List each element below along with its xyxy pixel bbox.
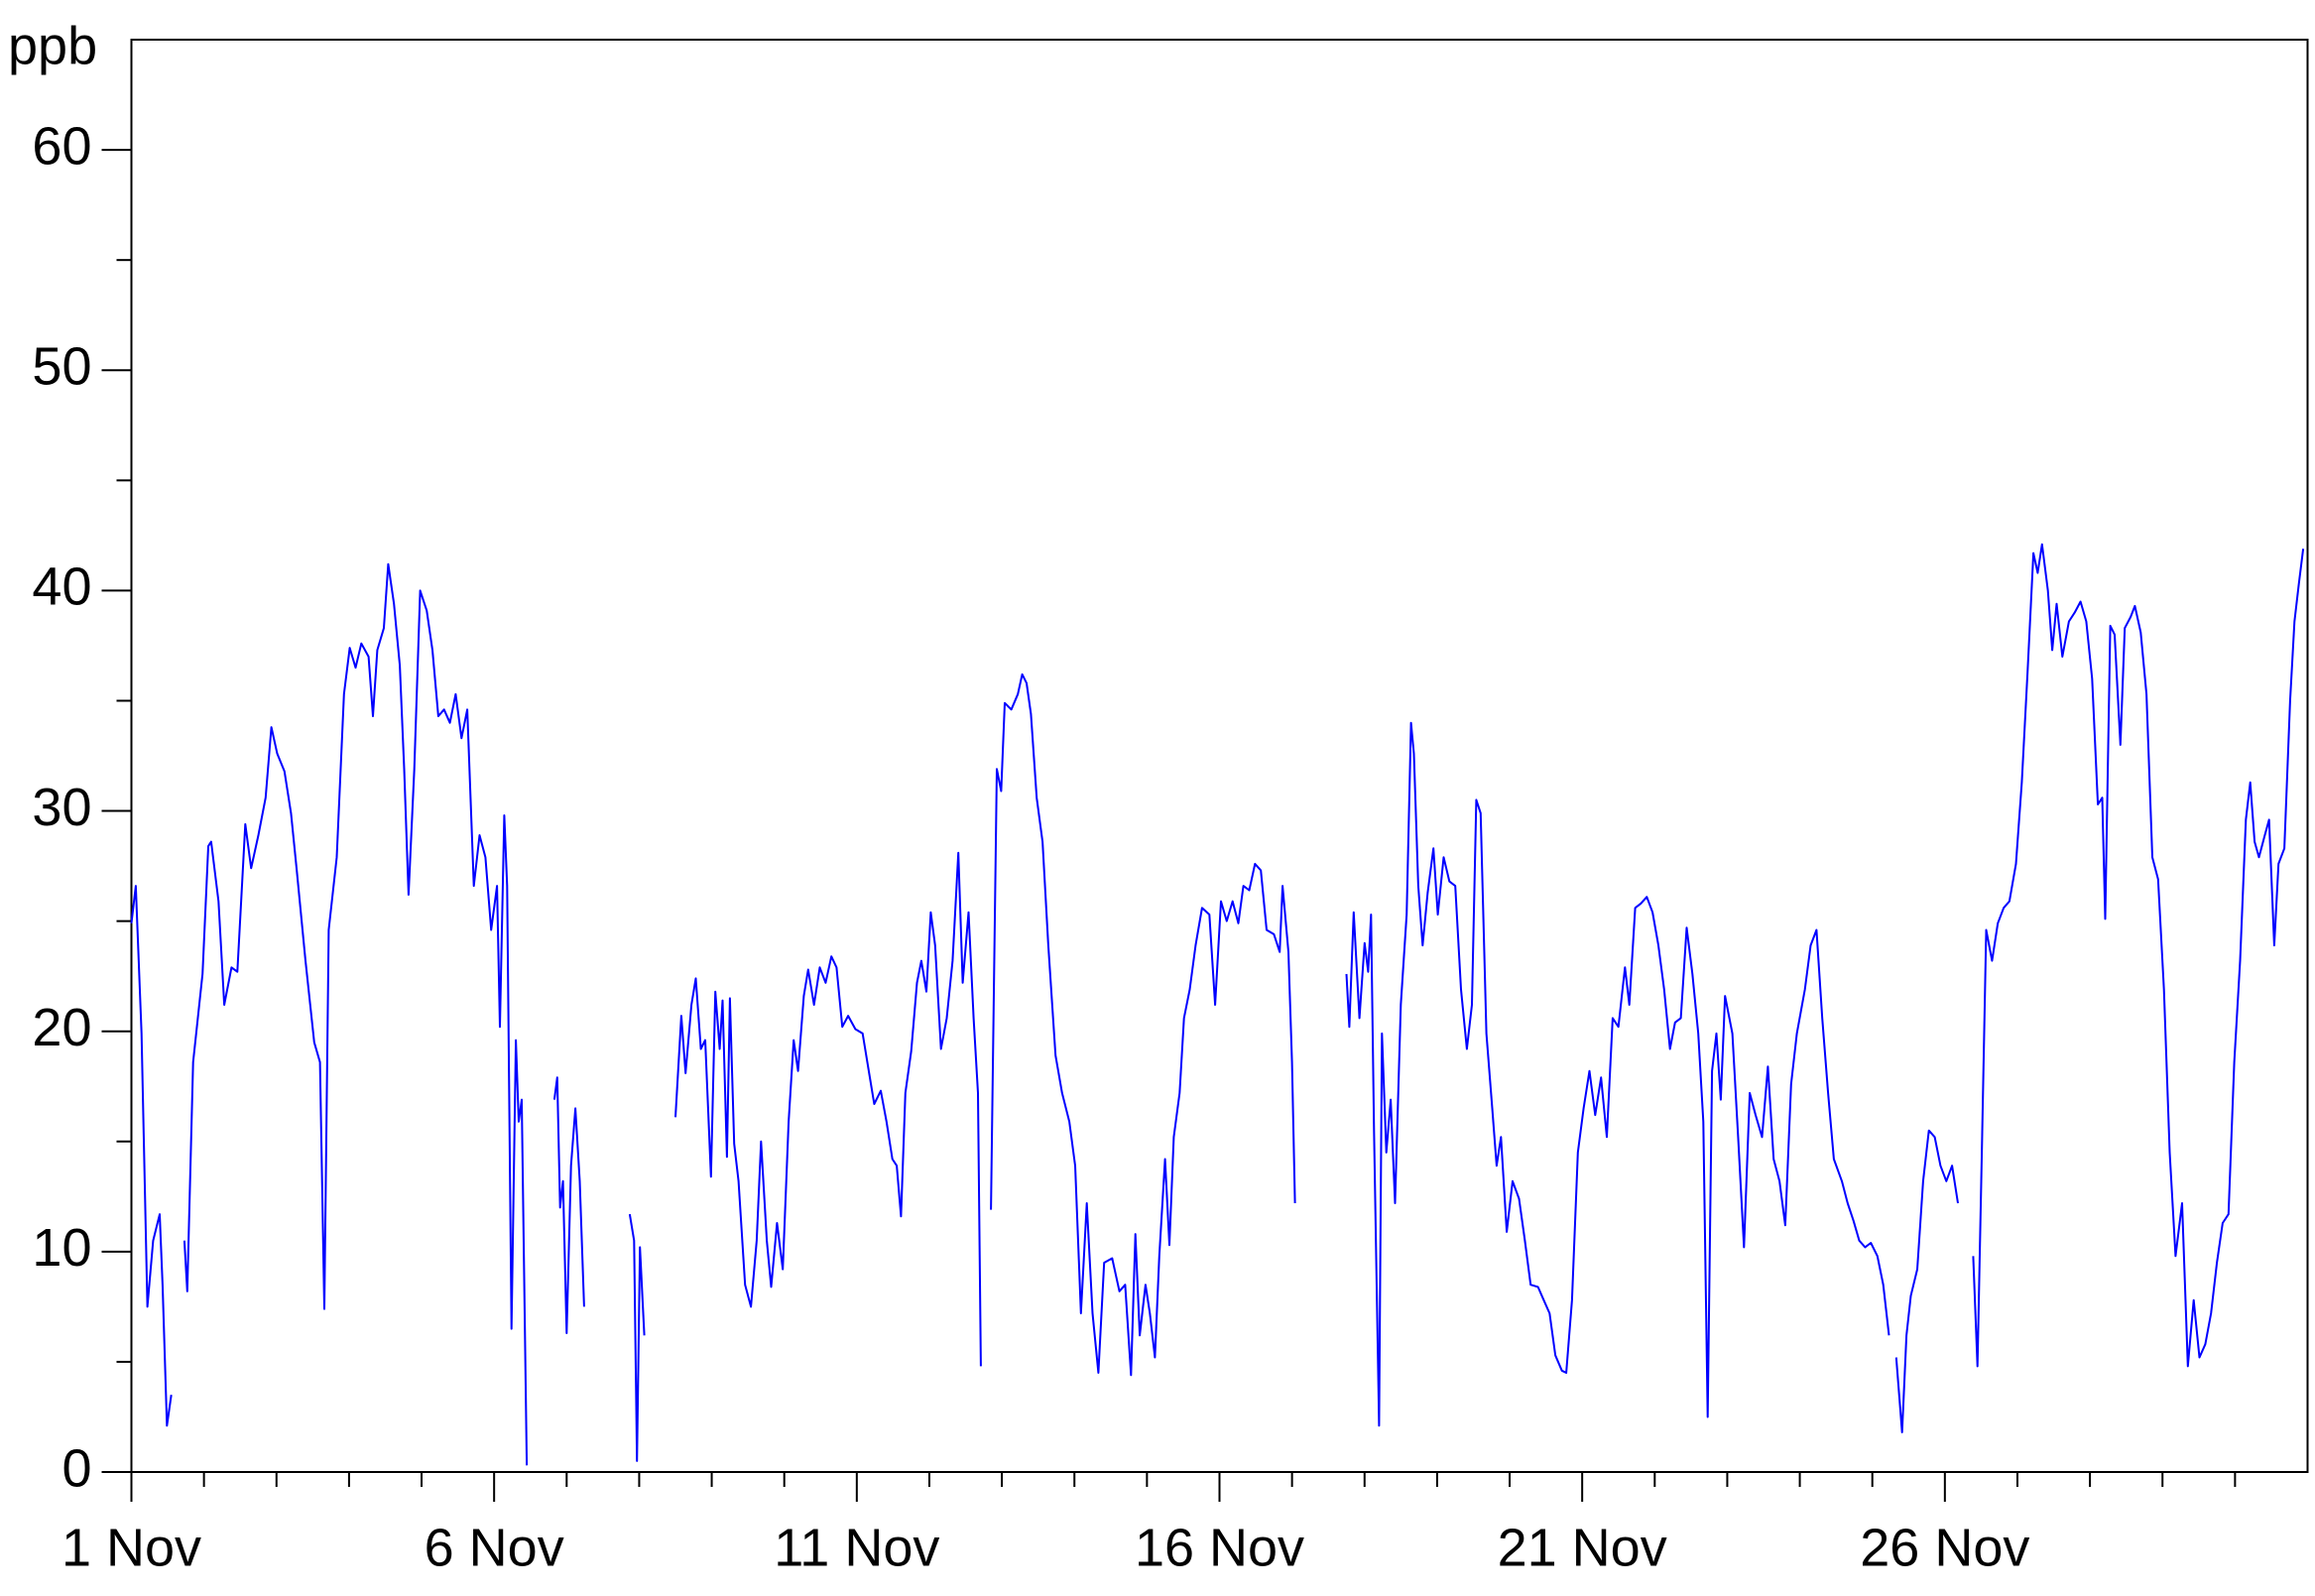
y-tick-label: 50 (32, 336, 91, 396)
y-tick-label: 60 (32, 116, 91, 176)
y-tick-label: 20 (32, 998, 91, 1057)
x-tick-label: 1 Nov (61, 1518, 201, 1577)
x-tick-label: 16 Nov (1135, 1518, 1304, 1577)
data-line (130, 543, 2305, 1466)
y-tick-label: 40 (32, 557, 91, 617)
y-tick-label: 0 (61, 1438, 91, 1498)
x-tick-label: 26 Nov (1860, 1518, 2029, 1577)
x-tick-label: 11 Nov (774, 1518, 939, 1577)
plot-frame (130, 39, 2309, 1473)
x-tick-label: 21 Nov (1498, 1518, 1667, 1577)
y-tick-label: 30 (32, 778, 91, 837)
y-tick-label: 10 (32, 1218, 91, 1278)
y-axis-label: ppb (8, 16, 97, 75)
x-tick-label: 6 Nov (425, 1518, 564, 1577)
